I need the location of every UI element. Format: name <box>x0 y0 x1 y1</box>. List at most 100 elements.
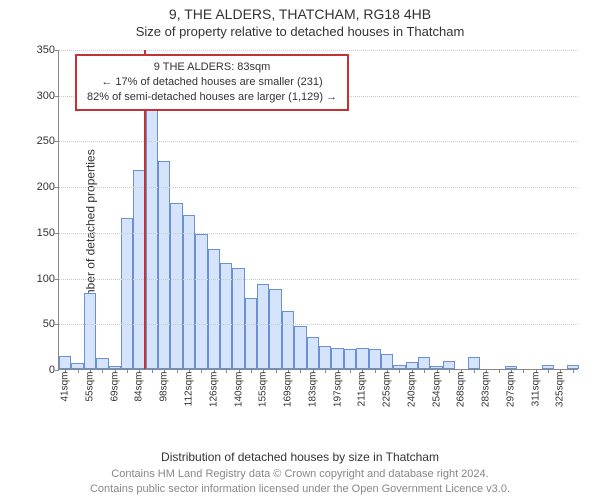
x-tick-mark <box>375 369 376 373</box>
y-tick-mark <box>55 324 59 325</box>
histogram-bar <box>232 268 244 369</box>
y-tick-label: 150 <box>23 227 55 239</box>
x-tick-mark <box>152 369 153 373</box>
y-tick-label: 100 <box>23 273 55 285</box>
gridline <box>59 141 578 142</box>
x-tick-label: 240sqm <box>406 372 417 432</box>
x-tick-label: 311sqm <box>530 372 541 432</box>
y-tick-mark <box>55 187 59 188</box>
footer-line-1: Contains HM Land Registry data © Crown c… <box>0 467 600 481</box>
histogram-bar <box>158 161 170 369</box>
x-tick-label: 283sqm <box>481 372 492 432</box>
x-tick-mark <box>201 369 202 373</box>
chart-subtitle: Size of property relative to detached ho… <box>0 22 600 39</box>
histogram-bar <box>257 284 269 369</box>
annotation-line: ← 17% of detached houses are smaller (23… <box>87 75 337 90</box>
x-tick-label: 155sqm <box>258 372 269 432</box>
y-tick-mark <box>55 141 59 142</box>
x-tick-mark <box>350 369 351 373</box>
x-tick-mark <box>276 369 277 373</box>
x-tick-mark <box>399 369 400 373</box>
x-tick-mark <box>474 369 475 373</box>
histogram-bar <box>418 357 430 369</box>
histogram-bar <box>406 362 418 369</box>
histogram-bar <box>84 293 96 369</box>
x-tick-label: 211sqm <box>357 372 368 432</box>
histogram-bar <box>183 215 195 369</box>
x-tick-mark <box>226 369 227 373</box>
x-tick-label: 41sqm <box>60 372 71 432</box>
histogram-bar <box>59 356 71 369</box>
y-tick-mark <box>55 50 59 51</box>
y-tick-label: 350 <box>23 44 55 56</box>
x-tick-mark <box>424 369 425 373</box>
annotation-line: 9 THE ALDERS: 83sqm <box>87 60 337 75</box>
histogram-bar <box>294 326 306 369</box>
x-tick-mark <box>300 369 301 373</box>
x-tick-mark <box>127 369 128 373</box>
x-tick-label: 297sqm <box>505 372 516 432</box>
x-tick-label: 183sqm <box>307 372 318 432</box>
gridline <box>59 324 578 325</box>
footer-line-2: Contains public sector information licen… <box>0 482 600 496</box>
x-tick-label: 69sqm <box>109 372 120 432</box>
chart-area: Number of detached properties 0501001502… <box>0 44 600 420</box>
x-tick-label: 169sqm <box>283 372 294 432</box>
x-tick-label: 268sqm <box>456 372 467 432</box>
histogram-bar <box>269 289 281 369</box>
page-title: 9, THE ALDERS, THATCHAM, RG18 4HB <box>0 0 600 22</box>
histogram-bar <box>195 234 207 369</box>
x-tick-label: 98sqm <box>159 372 170 432</box>
chart-container: 9, THE ALDERS, THATCHAM, RG18 4HB Size o… <box>0 0 600 500</box>
y-tick-label: 200 <box>23 181 55 193</box>
histogram-bar <box>245 298 257 369</box>
x-tick-label: 84sqm <box>134 372 145 432</box>
x-tick-mark <box>499 369 500 373</box>
x-tick-label: 55sqm <box>84 372 95 432</box>
y-tick-mark <box>55 233 59 234</box>
gridline <box>59 233 578 234</box>
histogram-bar <box>356 348 368 369</box>
y-tick-mark <box>55 279 59 280</box>
annotation-line: 82% of semi-detached houses are larger (… <box>87 90 337 105</box>
gridline <box>59 279 578 280</box>
histogram-bar <box>282 311 294 369</box>
x-tick-label: 140sqm <box>233 372 244 432</box>
x-tick-label: 225sqm <box>382 372 393 432</box>
histogram-bar <box>319 346 331 369</box>
gridline <box>59 187 578 188</box>
histogram-bar <box>331 348 343 369</box>
x-tick-label: 112sqm <box>184 372 195 432</box>
histogram-bar <box>121 218 133 369</box>
histogram-bar <box>96 358 108 369</box>
attribution-footer: Contains HM Land Registry data © Crown c… <box>0 467 600 496</box>
x-tick-mark <box>548 369 549 373</box>
x-tick-mark <box>177 369 178 373</box>
x-tick-mark <box>449 369 450 373</box>
histogram-bar <box>443 361 455 369</box>
x-tick-mark <box>251 369 252 373</box>
histogram-bar <box>369 349 381 369</box>
x-tick-label: 197sqm <box>332 372 343 432</box>
histogram-bar <box>307 337 319 369</box>
y-tick-label: 50 <box>23 318 55 330</box>
x-tick-label: 325sqm <box>555 372 566 432</box>
annotation-box: 9 THE ALDERS: 83sqm← 17% of detached hou… <box>75 54 349 111</box>
x-tick-label: 126sqm <box>208 372 219 432</box>
y-tick-mark <box>55 370 59 371</box>
x-tick-label: 254sqm <box>431 372 442 432</box>
histogram-bar <box>146 107 158 369</box>
y-tick-label: 0 <box>23 364 55 376</box>
gridline <box>59 50 578 51</box>
x-tick-mark <box>325 369 326 373</box>
x-tick-mark <box>78 369 79 373</box>
y-tick-mark <box>55 96 59 97</box>
x-tick-mark <box>102 369 103 373</box>
x-tick-mark <box>573 369 574 373</box>
y-tick-label: 250 <box>23 135 55 147</box>
histogram-bar <box>170 203 182 369</box>
histogram-bar <box>468 357 480 369</box>
x-tick-mark <box>523 369 524 373</box>
histogram-bar <box>344 349 356 369</box>
histogram-bar <box>208 249 220 369</box>
